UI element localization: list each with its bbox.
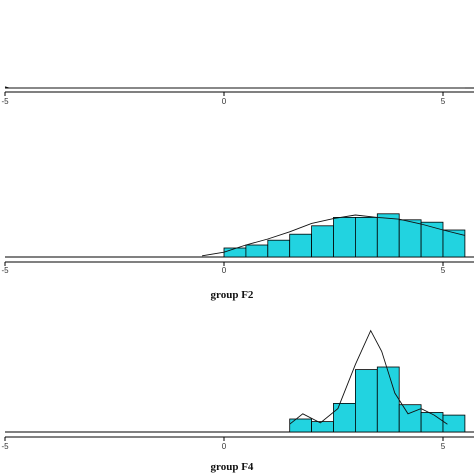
x-tick-label: -5 — [1, 442, 9, 451]
panel-label-group-f4: group F4 — [211, 461, 254, 473]
histogram-bar — [245, 244, 269, 258]
density-curve — [202, 214, 466, 257]
histogram-bar — [311, 421, 334, 433]
histogram-bar — [333, 402, 356, 433]
histogram-bar — [398, 219, 422, 258]
x-tick-label: 5 — [441, 97, 446, 106]
x-tick-label: 0 — [222, 442, 227, 451]
panel-label-group-f2: group F2 — [211, 289, 254, 301]
histogram-bar — [267, 239, 291, 258]
histogram-bar — [223, 247, 247, 258]
x-tick-label: -5 — [1, 266, 9, 275]
histogram-panel-1: -5 0 5 — [1, 86, 474, 106]
histogram-bar — [311, 225, 334, 258]
histogram-bar — [376, 366, 400, 433]
histogram-bar — [289, 418, 313, 433]
histogram-panel-3: -5 0 5 — [1, 329, 474, 451]
histogram-bar — [442, 414, 466, 433]
histogram-bar — [442, 229, 466, 258]
histogram-bar — [289, 233, 313, 258]
histogram-bar — [420, 412, 444, 433]
x-tick-label: 0 — [222, 266, 227, 275]
histogram-bar — [398, 404, 422, 433]
histogram-bar — [376, 213, 400, 258]
histogram-bar — [354, 216, 378, 258]
x-tick-label: -5 — [1, 97, 9, 106]
x-tick-label: 5 — [441, 266, 446, 275]
x-tick-label: 5 — [441, 442, 446, 451]
density-curve — [289, 329, 448, 425]
x-tick-label: 0 — [222, 97, 227, 106]
histogram-bar — [354, 369, 378, 433]
histogram-bar — [333, 216, 356, 258]
density-curve — [4, 86, 465, 89]
histogram-panel-2: -5 0 5 group F2 — [1, 213, 474, 301]
